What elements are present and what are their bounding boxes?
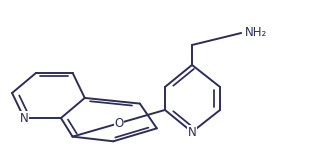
Text: N: N: [188, 126, 196, 138]
Text: NH₂: NH₂: [244, 27, 267, 39]
Text: O: O: [114, 117, 123, 130]
Text: N: N: [20, 112, 28, 124]
